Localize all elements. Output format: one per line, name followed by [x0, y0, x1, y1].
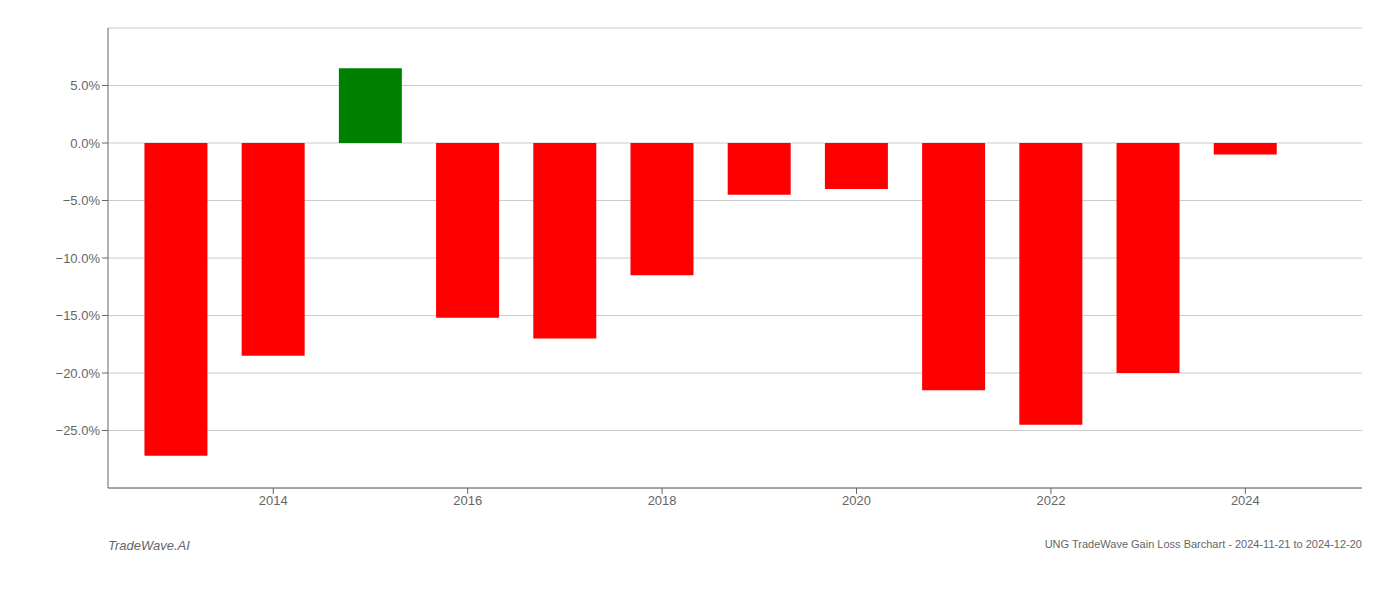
svg-text:0.0%: 0.0%: [70, 136, 100, 151]
svg-text:−20.0%: −20.0%: [56, 366, 101, 381]
svg-text:5.0%: 5.0%: [70, 78, 100, 93]
svg-text:2018: 2018: [648, 493, 677, 508]
svg-text:−15.0%: −15.0%: [56, 308, 101, 323]
svg-text:−25.0%: −25.0%: [56, 423, 101, 438]
svg-text:−10.0%: −10.0%: [56, 251, 101, 266]
svg-text:2016: 2016: [453, 493, 482, 508]
svg-text:2020: 2020: [842, 493, 871, 508]
svg-text:2024: 2024: [1231, 493, 1260, 508]
html-text:UNG TradeWave Gain Loss Barcha: UNG TradeWave Gain Loss Barchart - 2024-…: [1044, 538, 1362, 550]
svg-text:2022: 2022: [1036, 493, 1065, 508]
svg-text:2014: 2014: [259, 493, 288, 508]
svg-text:−5.0%: −5.0%: [63, 193, 101, 208]
html-text:TradeWave.AI: TradeWave.AI: [108, 538, 190, 553]
